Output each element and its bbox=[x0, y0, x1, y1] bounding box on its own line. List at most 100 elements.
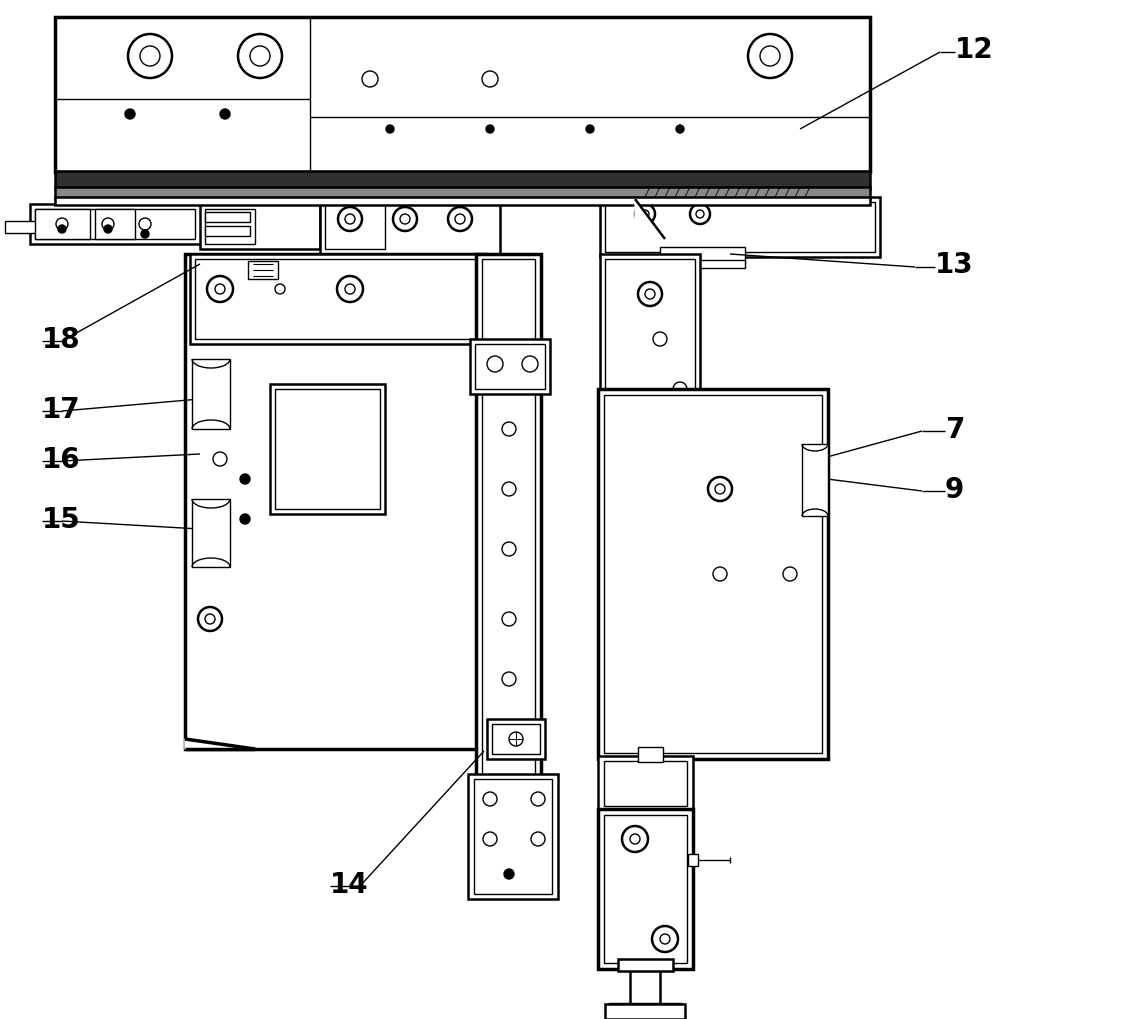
Circle shape bbox=[275, 284, 285, 294]
Bar bbox=[55, 18, 870, 173]
Circle shape bbox=[715, 484, 725, 494]
Circle shape bbox=[487, 357, 504, 373]
Polygon shape bbox=[635, 200, 665, 239]
Bar bbox=[492, 725, 540, 754]
Circle shape bbox=[448, 208, 472, 231]
Text: 15: 15 bbox=[42, 505, 81, 534]
Circle shape bbox=[747, 35, 792, 78]
Circle shape bbox=[483, 792, 497, 806]
Bar bbox=[605, 1004, 685, 1019]
Circle shape bbox=[502, 673, 516, 687]
Bar bbox=[248, 262, 278, 280]
Circle shape bbox=[713, 568, 727, 582]
Bar bbox=[660, 248, 745, 263]
Bar bbox=[192, 360, 230, 430]
Circle shape bbox=[338, 208, 362, 231]
Bar bbox=[474, 780, 552, 894]
Bar bbox=[618, 959, 673, 971]
Circle shape bbox=[386, 126, 395, 133]
Bar bbox=[96, 210, 135, 239]
Circle shape bbox=[205, 389, 215, 399]
Circle shape bbox=[531, 792, 545, 806]
Bar bbox=[803, 444, 828, 517]
Bar bbox=[468, 774, 558, 899]
Bar bbox=[487, 719, 545, 759]
Bar bbox=[598, 809, 694, 969]
Bar bbox=[205, 213, 250, 223]
Circle shape bbox=[139, 219, 151, 230]
Text: 17: 17 bbox=[42, 395, 81, 424]
Bar bbox=[600, 255, 700, 410]
Bar bbox=[275, 389, 380, 510]
Bar bbox=[604, 761, 687, 806]
Circle shape bbox=[345, 284, 355, 294]
Circle shape bbox=[586, 126, 593, 133]
Bar bbox=[605, 260, 695, 405]
Bar bbox=[30, 205, 205, 245]
Bar bbox=[55, 172, 870, 190]
Bar bbox=[475, 344, 545, 389]
Bar bbox=[614, 1007, 676, 1017]
Circle shape bbox=[641, 211, 649, 219]
Circle shape bbox=[337, 277, 363, 303]
Circle shape bbox=[483, 833, 497, 846]
Circle shape bbox=[502, 542, 516, 556]
Circle shape bbox=[482, 72, 498, 88]
Circle shape bbox=[455, 215, 465, 225]
Circle shape bbox=[125, 110, 135, 120]
Circle shape bbox=[708, 478, 732, 501]
Circle shape bbox=[629, 835, 640, 844]
Circle shape bbox=[638, 282, 662, 307]
Circle shape bbox=[760, 47, 780, 67]
Bar bbox=[482, 260, 535, 780]
Circle shape bbox=[504, 869, 514, 879]
Bar bbox=[194, 260, 480, 339]
Bar bbox=[35, 210, 194, 239]
Bar bbox=[638, 747, 663, 762]
Bar bbox=[598, 756, 694, 811]
Circle shape bbox=[531, 833, 545, 846]
Circle shape bbox=[502, 373, 516, 386]
Text: 13: 13 bbox=[935, 251, 973, 279]
Text: 14: 14 bbox=[330, 870, 369, 898]
Circle shape bbox=[783, 568, 797, 582]
Circle shape bbox=[198, 382, 223, 407]
Circle shape bbox=[362, 72, 378, 88]
Bar bbox=[270, 384, 386, 515]
Circle shape bbox=[58, 226, 66, 233]
Text: 7: 7 bbox=[945, 416, 964, 443]
Bar bbox=[629, 967, 660, 1009]
Circle shape bbox=[140, 47, 160, 67]
Circle shape bbox=[676, 126, 685, 133]
Circle shape bbox=[215, 284, 225, 294]
Circle shape bbox=[238, 35, 282, 78]
Circle shape bbox=[502, 423, 516, 436]
Circle shape bbox=[635, 205, 655, 225]
Bar bbox=[688, 854, 698, 866]
Circle shape bbox=[653, 332, 667, 346]
Circle shape bbox=[250, 47, 270, 67]
Circle shape bbox=[660, 934, 670, 944]
Circle shape bbox=[220, 110, 230, 120]
Bar bbox=[190, 255, 484, 344]
Circle shape bbox=[214, 452, 227, 467]
Circle shape bbox=[690, 205, 710, 225]
Bar bbox=[320, 200, 500, 255]
Bar bbox=[598, 389, 828, 759]
Circle shape bbox=[241, 515, 250, 525]
Bar bbox=[325, 205, 386, 250]
Circle shape bbox=[56, 219, 67, 230]
Bar bbox=[200, 205, 320, 250]
Bar bbox=[192, 499, 230, 568]
Bar bbox=[600, 198, 880, 258]
Circle shape bbox=[400, 215, 410, 225]
Circle shape bbox=[140, 230, 149, 238]
Bar bbox=[475, 255, 541, 785]
Circle shape bbox=[205, 614, 215, 625]
Circle shape bbox=[509, 733, 523, 746]
Circle shape bbox=[652, 926, 678, 952]
Circle shape bbox=[502, 483, 516, 496]
Bar bbox=[605, 203, 874, 253]
Circle shape bbox=[102, 219, 114, 230]
Circle shape bbox=[486, 126, 495, 133]
